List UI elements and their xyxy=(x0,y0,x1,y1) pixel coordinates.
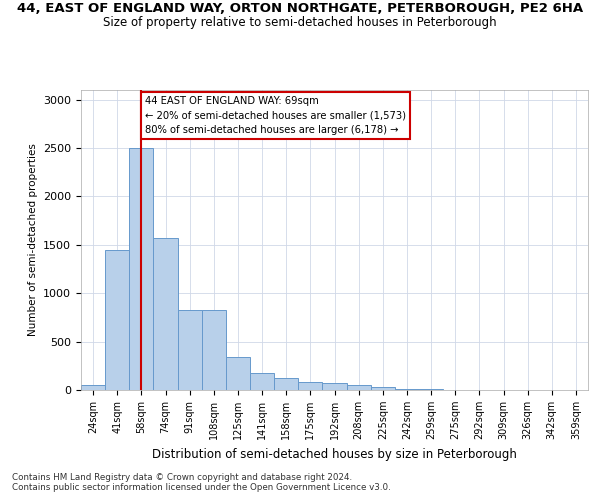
Bar xyxy=(105,250,129,390)
Text: Contains public sector information licensed under the Open Government Licence v3: Contains public sector information licen… xyxy=(12,484,391,492)
Bar xyxy=(81,385,105,390)
Bar xyxy=(274,378,298,390)
Bar xyxy=(419,389,443,390)
Bar xyxy=(202,310,226,390)
Bar xyxy=(129,148,154,390)
Text: Contains HM Land Registry data © Crown copyright and database right 2024.: Contains HM Land Registry data © Crown c… xyxy=(12,472,352,482)
Text: 44, EAST OF ENGLAND WAY, ORTON NORTHGATE, PETERBOROUGH, PE2 6HA: 44, EAST OF ENGLAND WAY, ORTON NORTHGATE… xyxy=(17,2,583,16)
Text: 44 EAST OF ENGLAND WAY: 69sqm
← 20% of semi-detached houses are smaller (1,573)
: 44 EAST OF ENGLAND WAY: 69sqm ← 20% of s… xyxy=(145,96,406,136)
Bar xyxy=(154,238,178,390)
Bar xyxy=(322,382,347,390)
X-axis label: Distribution of semi-detached houses by size in Peterborough: Distribution of semi-detached houses by … xyxy=(152,448,517,460)
Y-axis label: Number of semi-detached properties: Number of semi-detached properties xyxy=(28,144,38,336)
Bar xyxy=(226,357,250,390)
Bar xyxy=(347,384,371,390)
Bar xyxy=(395,389,419,390)
Bar xyxy=(250,373,274,390)
Text: Size of property relative to semi-detached houses in Peterborough: Size of property relative to semi-detach… xyxy=(103,16,497,29)
Bar xyxy=(371,387,395,390)
Bar xyxy=(298,382,322,390)
Bar xyxy=(178,310,202,390)
